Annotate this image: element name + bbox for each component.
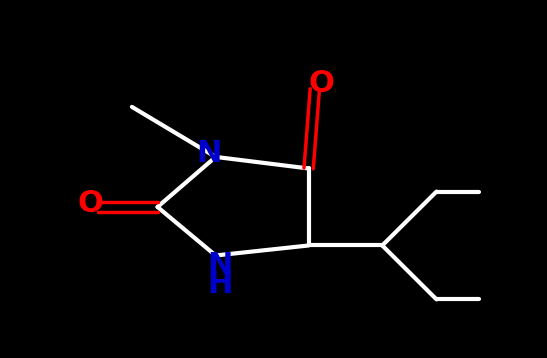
Text: N: N xyxy=(207,251,232,280)
Text: N: N xyxy=(197,139,222,168)
Text: H: H xyxy=(207,270,232,299)
Text: O: O xyxy=(308,68,334,97)
Text: O: O xyxy=(77,189,103,218)
